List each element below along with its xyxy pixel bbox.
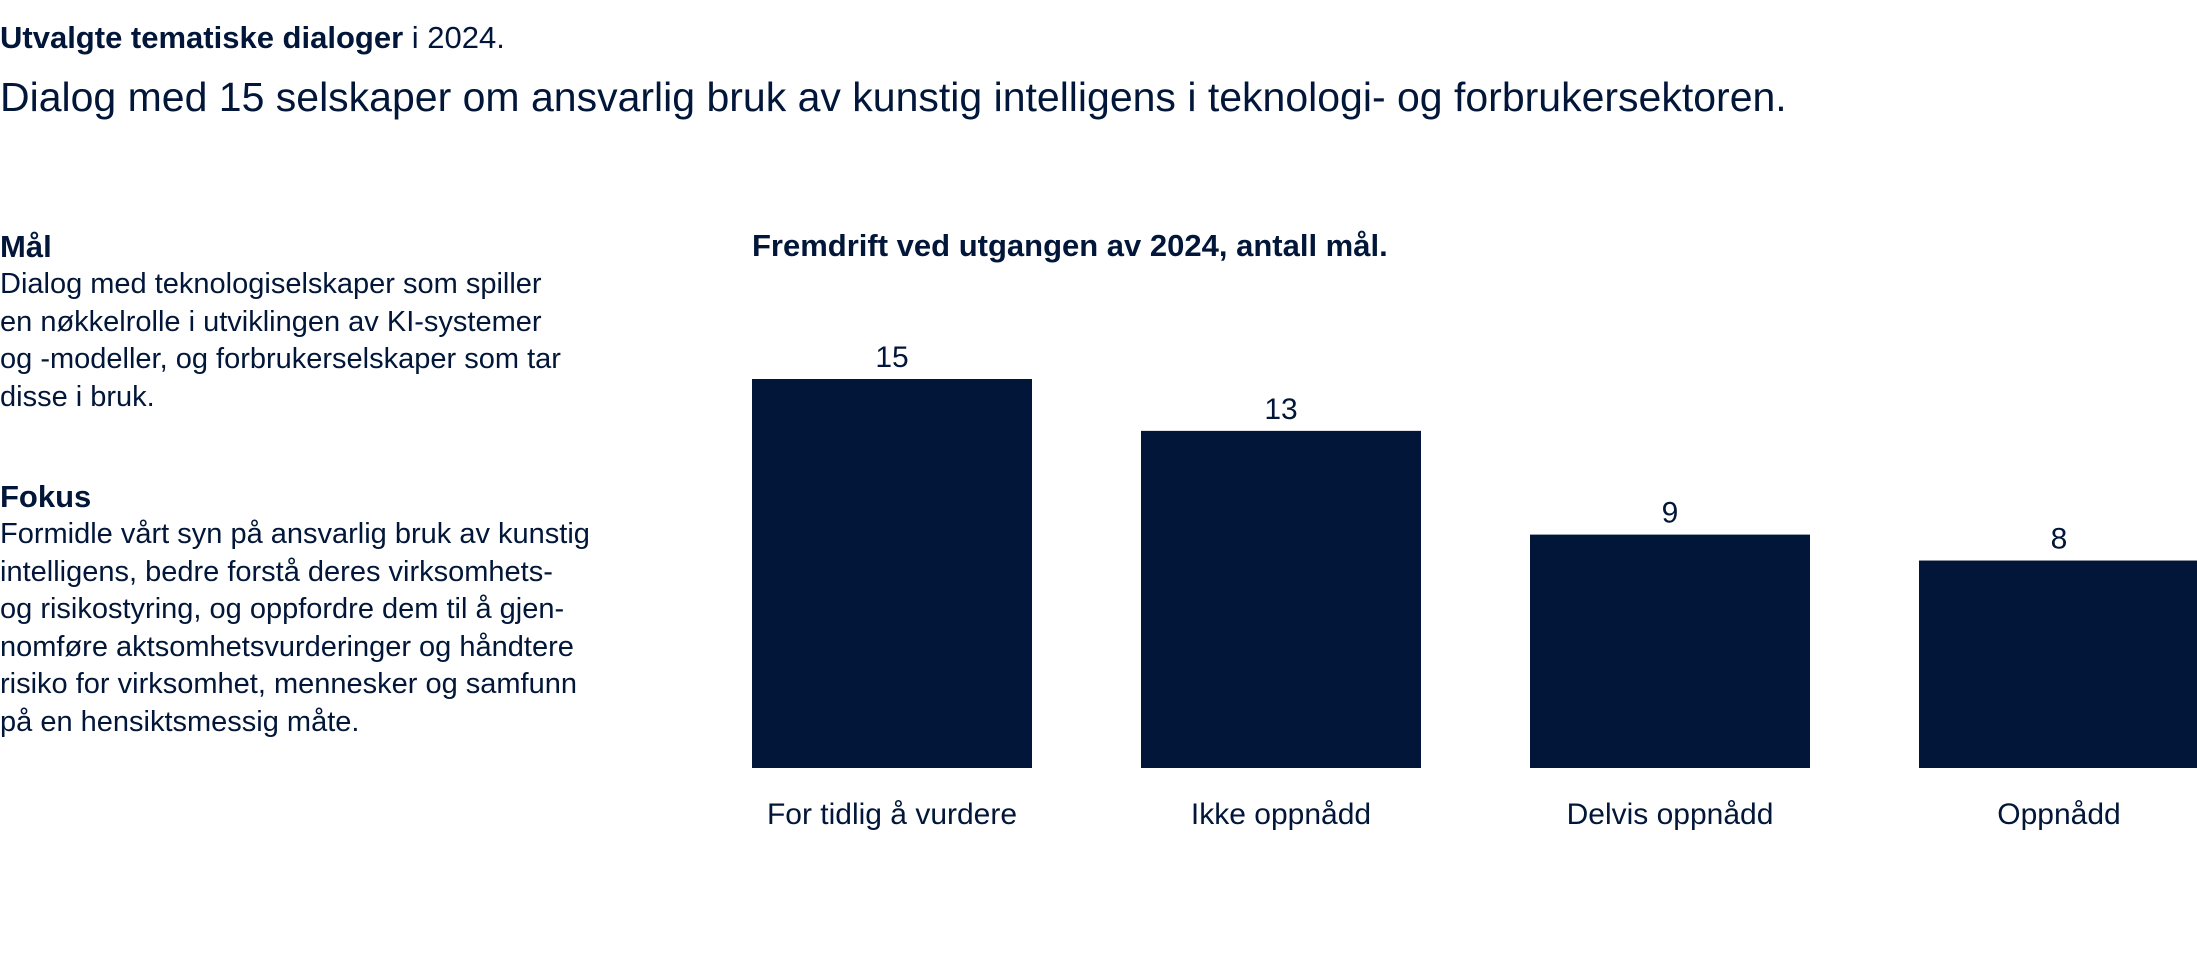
bar-2 (1141, 430, 1421, 768)
header-title: Utvalgte tematiske dialoger i 2024. (0, 18, 505, 58)
focus-section: Fokus Formidle vårt syn på ansvarlig bru… (0, 478, 700, 741)
category-label: For tidlig å vurdere (767, 798, 1017, 831)
bar-4 (1919, 560, 2197, 768)
bar-3 (1530, 534, 1810, 768)
goal-heading: Mål (0, 229, 52, 264)
focus-body: Formidle vårt syn på ansvarlig bruk av k… (0, 518, 590, 738)
category-label: Oppnådd (1997, 798, 2120, 831)
category-label: Delvis oppnådd (1567, 798, 1774, 831)
page-subtitle: Dialog med 15 selskaper om ansvarlig bru… (0, 74, 1787, 120)
focus-heading: Fokus (0, 479, 92, 514)
category-label: Ikke oppnådd (1191, 798, 1371, 831)
bar-value-label: 13 (1264, 393, 1297, 426)
bar-value-label: 15 (875, 341, 908, 374)
header-title-year: i 2024. (403, 20, 505, 55)
header-title-bold: Utvalgte tematiske dialoger (0, 20, 404, 55)
goal-section: Mål Dialog med teknologiselskaper som sp… (0, 228, 700, 416)
bar-value-label: 8 (2051, 523, 2068, 556)
chart-title: Fremdrift ved utgangen av 2024, antall m… (752, 228, 1388, 263)
bar-value-label: 9 (1662, 497, 1679, 530)
bar-1 (752, 379, 1032, 768)
goal-body: Dialog med teknologiselskaper som spille… (0, 268, 561, 413)
